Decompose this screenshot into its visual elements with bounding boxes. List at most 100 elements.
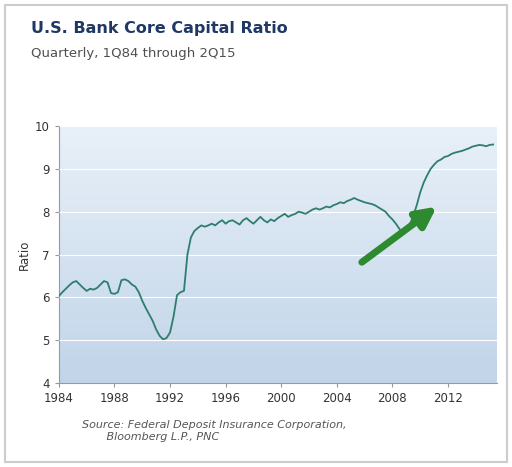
Bar [59,339,497,340]
Bar [59,369,497,370]
Bar [59,355,497,356]
Bar [59,179,497,180]
Bar [59,244,497,246]
Bar [59,167,497,169]
Bar [59,326,497,328]
Bar [59,272,497,274]
Bar [59,382,497,383]
Bar [59,352,497,354]
Bar [59,251,497,252]
Bar [59,248,497,249]
Bar [59,217,497,219]
Bar [59,275,497,276]
Bar [59,252,497,253]
Bar [59,241,497,242]
Bar [59,210,497,211]
Bar [59,150,497,152]
Bar [59,212,497,213]
Y-axis label: Ratio: Ratio [18,239,31,270]
Bar [59,266,497,268]
Bar [59,142,497,143]
Bar [59,256,497,257]
Bar [59,166,497,167]
Bar [59,321,497,323]
Bar [59,155,497,156]
Text: Quarterly, 1Q84 through 2Q15: Quarterly, 1Q84 through 2Q15 [31,47,235,60]
Bar [59,359,497,360]
Bar [59,328,497,329]
Bar [59,175,497,176]
Bar [59,361,497,362]
Bar [59,311,497,312]
Bar [59,265,497,266]
Bar [59,235,497,236]
Bar [59,169,497,170]
Bar [59,293,497,294]
Bar [59,274,497,275]
Bar [59,269,497,270]
Bar [59,329,497,330]
Bar [59,221,497,222]
Bar [59,138,497,139]
Bar [59,130,497,131]
Bar [59,134,497,135]
Bar [59,320,497,321]
Bar [59,229,497,230]
Bar [59,346,497,347]
Bar [59,343,497,345]
Bar [59,177,497,179]
Bar [59,160,497,161]
Bar [59,234,497,235]
Bar [59,220,497,221]
Bar [59,185,497,186]
Bar [59,184,497,185]
Bar [59,319,497,320]
Bar [59,224,497,225]
Bar [59,136,497,138]
Bar [59,162,497,163]
Bar [59,127,497,129]
Bar [59,306,497,307]
Bar [59,202,497,203]
Bar [59,279,497,280]
Bar [59,347,497,348]
Bar [59,285,497,287]
Bar [59,378,497,379]
Bar [59,153,497,155]
Bar [59,193,497,194]
Bar [59,227,497,229]
Bar [59,225,497,226]
Bar [59,215,497,216]
Bar [59,345,497,346]
Bar [59,170,497,171]
Bar [59,348,497,349]
Text: U.S. Bank Core Capital Ratio: U.S. Bank Core Capital Ratio [31,21,287,36]
Bar [59,255,497,256]
Bar [59,351,497,352]
Bar [59,219,497,220]
Bar [59,258,497,260]
Bar [59,307,497,309]
Bar [59,243,497,244]
Bar [59,342,497,343]
Bar [59,304,497,306]
Bar [59,301,497,302]
Bar [59,191,497,193]
Bar [59,197,497,198]
Bar [59,302,497,304]
Bar [59,233,497,234]
Bar [59,354,497,355]
Bar [59,349,497,351]
Bar [59,131,497,133]
Bar [59,172,497,174]
Bar [59,232,497,233]
Bar [59,376,497,378]
Bar [59,139,497,140]
Bar [59,374,497,375]
Bar [59,135,497,136]
Bar [59,176,497,177]
Bar [59,183,497,184]
Bar [59,323,497,324]
Bar [59,249,497,251]
Bar [59,270,497,271]
